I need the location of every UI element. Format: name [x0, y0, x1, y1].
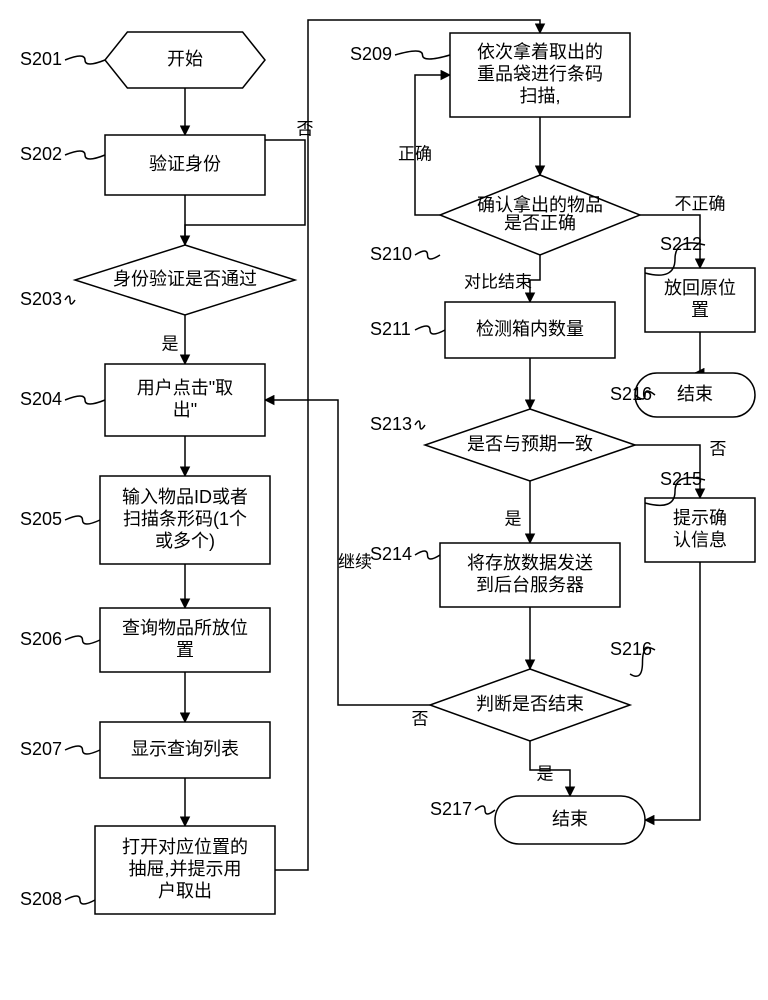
node-n202: 验证身份: [105, 135, 265, 195]
node-n204: 用户点击"取出": [105, 364, 265, 436]
edge-label: 否: [710, 439, 727, 458]
node-n209: 依次拿着取出的重品袋进行条码扫描,: [450, 33, 630, 117]
svg-text:S203: S203: [20, 289, 62, 309]
node-n214: 将存放数据发送到后台服务器: [440, 543, 620, 607]
node-n208: 打开对应位置的抽屉,并提示用户取出: [95, 826, 275, 914]
svg-text:检测箱内数量: 检测箱内数量: [476, 319, 584, 339]
svg-text:身份验证是否通过: 身份验证是否通过: [113, 269, 257, 289]
svg-text:S204: S204: [20, 389, 62, 409]
edge: [695, 332, 700, 373]
svg-text:显示查询列表: 显示查询列表: [131, 739, 239, 759]
svg-text:S213: S213: [370, 414, 412, 434]
svg-text:S205: S205: [20, 509, 62, 529]
node-n205: 输入物品ID或者扫描条形码(1个或多个): [100, 476, 270, 564]
flowchart-canvas: 否是正确对比结束不正确是否是否继续开始S201验证身份S202身份验证是否通过S…: [0, 0, 768, 1000]
edge-label: 对比结束: [464, 272, 532, 291]
node-n217: 结束: [495, 796, 645, 844]
node-n201: 开始: [105, 32, 265, 88]
edge-label: 继续: [338, 552, 372, 571]
node-n215: 提示确认信息: [645, 498, 755, 562]
svg-text:是否与预期一致: 是否与预期一致: [467, 434, 593, 454]
node-n216: 结束: [635, 373, 755, 417]
svg-text:开始: 开始: [167, 49, 203, 69]
node-n210: 确认拿出的物品是否正确: [440, 175, 640, 255]
svg-text:S206: S206: [20, 629, 62, 649]
svg-text:验证身份: 验证身份: [149, 154, 221, 174]
svg-text:S210: S210: [370, 244, 412, 264]
svg-text:结束: 结束: [552, 809, 588, 829]
edge-label: 正确: [398, 144, 432, 163]
node-n203: 身份验证是否通过: [75, 245, 295, 315]
edge: [645, 562, 700, 820]
node-n212: 放回原位置: [645, 268, 755, 332]
svg-text:S207: S207: [20, 739, 62, 759]
edge-label: 否: [297, 119, 314, 138]
edge-label: 是: [505, 509, 522, 528]
svg-text:S201: S201: [20, 49, 62, 69]
node-n213: 是否与预期一致: [425, 409, 635, 481]
svg-text:S211: S211: [370, 319, 411, 339]
svg-text:S208: S208: [20, 889, 62, 909]
edge-label: 是: [162, 334, 179, 353]
svg-text:判断是否结束: 判断是否结束: [476, 694, 584, 714]
svg-text:结束: 结束: [677, 384, 713, 404]
edge-label: 是: [537, 764, 554, 783]
svg-text:S214: S214: [370, 544, 412, 564]
svg-text:S217: S217: [430, 799, 472, 819]
edge-label: 否: [412, 709, 429, 728]
node-n216d: 判断是否结束: [430, 669, 630, 741]
svg-text:S202: S202: [20, 144, 62, 164]
node-n206: 查询物品所放位置: [100, 608, 270, 672]
svg-text:S209: S209: [350, 44, 392, 64]
node-n207: 显示查询列表: [100, 722, 270, 778]
node-n211: 检测箱内数量: [445, 302, 615, 358]
edge-label: 不正确: [675, 194, 726, 213]
